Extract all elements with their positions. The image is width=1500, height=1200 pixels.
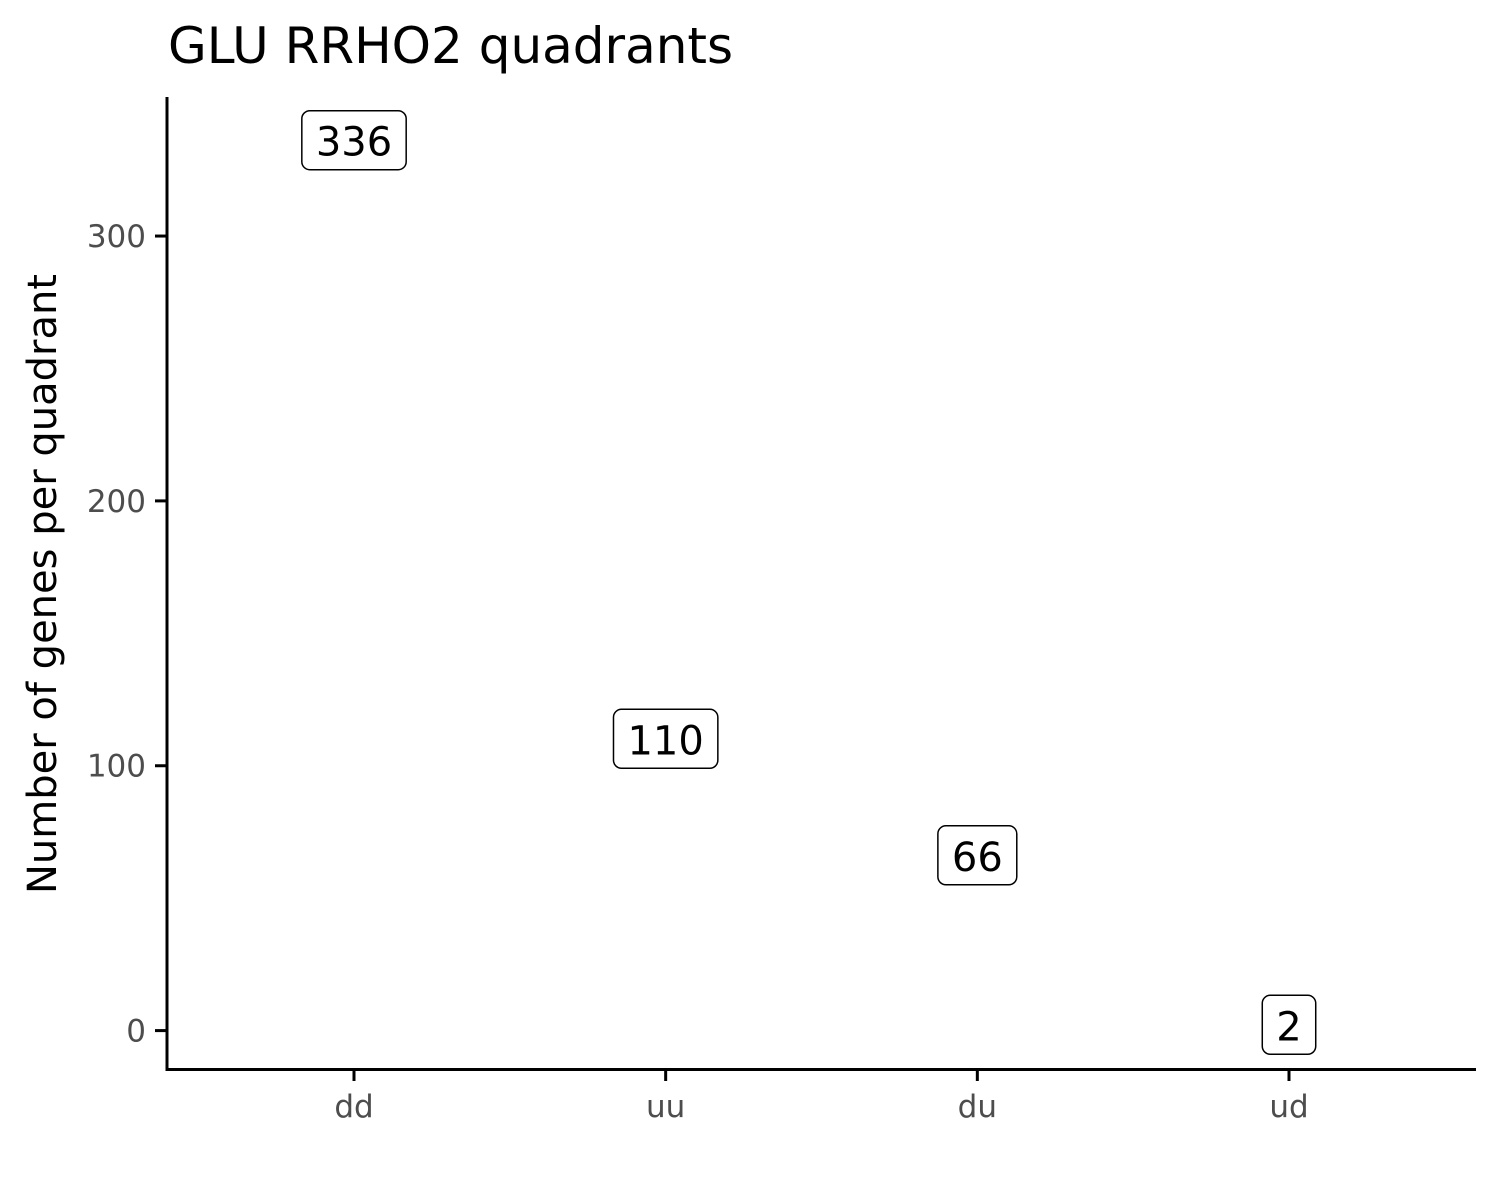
data-label-uu: 110	[612, 708, 719, 770]
x-tick-label-ud: ud	[1269, 1089, 1308, 1125]
y-axis-ticks: 0 100 200 300	[87, 219, 167, 1050]
chart-title: GLU RRHO2 quadrants	[168, 17, 733, 75]
y-tick-label: 100	[87, 749, 146, 785]
x-tick-label-du: du	[958, 1089, 997, 1125]
data-label-du: 66	[937, 825, 1018, 886]
y-tick-label: 200	[87, 484, 146, 520]
x-tick-label-uu: uu	[646, 1089, 685, 1125]
y-tick-label: 300	[87, 219, 146, 255]
data-label-box	[1261, 994, 1317, 1056]
data-label-ud: 2	[1261, 994, 1317, 1056]
data-label-dd: 336	[301, 109, 407, 171]
data-label-box	[937, 825, 1018, 886]
data-labels: 336 110 66 2	[301, 109, 1317, 1056]
data-label-box	[301, 109, 407, 171]
y-axis-label: Number of genes per quadrant	[20, 274, 66, 894]
y-tick-label: 0	[126, 1014, 146, 1050]
x-tick-label-dd: dd	[334, 1089, 373, 1125]
x-axis-ticks: dd uu du ud	[334, 1069, 1309, 1125]
data-label-text: 336	[316, 120, 392, 166]
data-label-text: 66	[952, 835, 1003, 881]
data-label-box	[612, 708, 719, 770]
data-label-text: 2	[1276, 1004, 1301, 1050]
data-label-text: 110	[627, 718, 703, 764]
